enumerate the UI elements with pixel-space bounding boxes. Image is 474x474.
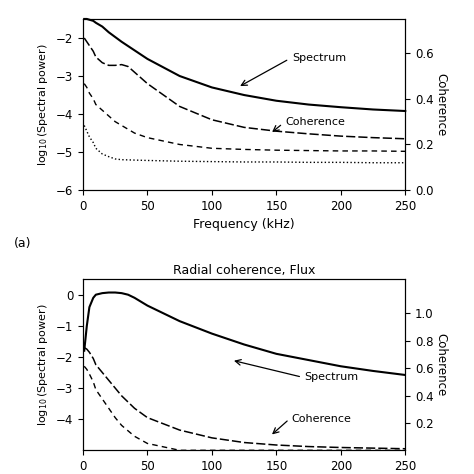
Title: Radial coherence, Flux: Radial coherence, Flux [173, 264, 315, 276]
X-axis label: Frequency (kHz): Frequency (kHz) [193, 219, 295, 231]
Text: Spectrum: Spectrum [292, 53, 346, 63]
Y-axis label: $\log_{10}$(Spectral power): $\log_{10}$(Spectral power) [36, 43, 50, 166]
Text: (a): (a) [14, 237, 32, 250]
Y-axis label: Coherence: Coherence [435, 333, 447, 396]
Y-axis label: Coherence: Coherence [435, 73, 447, 136]
Text: Spectrum: Spectrum [305, 372, 359, 382]
Text: Coherence: Coherence [292, 414, 352, 424]
Text: Coherence: Coherence [285, 118, 345, 128]
Y-axis label: $\log_{10}$(Spectral power): $\log_{10}$(Spectral power) [36, 303, 50, 426]
